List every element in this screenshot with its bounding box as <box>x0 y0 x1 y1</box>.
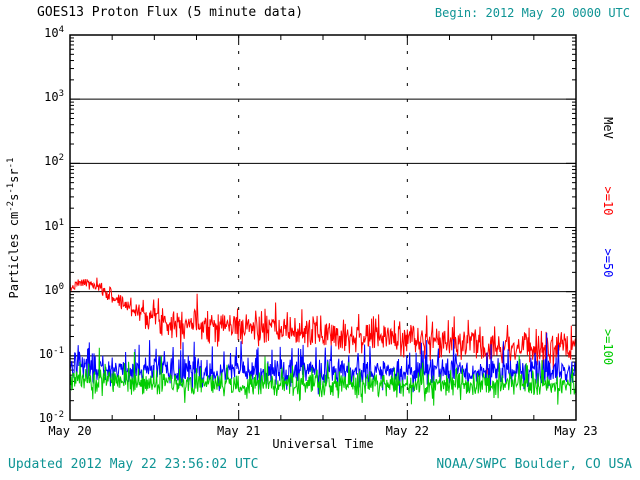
plot-border <box>69 34 577 421</box>
x-axis-title: Universal Time <box>272 437 374 451</box>
ylabel-exp: -1 <box>6 182 16 194</box>
source-credit: NOAA/SWPC Boulder, CO USA <box>436 457 632 472</box>
ylabel-exp: -1 <box>6 157 16 169</box>
updated-timestamp: Updated 2012 May 22 23:56:02 UTC <box>8 457 259 472</box>
chart-title: GOES13 Proton Flux (5 minute data) <box>37 5 304 20</box>
ylabel-text: sr <box>7 168 21 183</box>
ylabel-exp: -2 <box>6 200 16 212</box>
series-100-mev <box>69 347 577 406</box>
begin-timestamp: Begin: 2012 May 20 0000 UTC <box>434 6 630 20</box>
series-50-mev <box>69 332 577 395</box>
ylabel-text: Particles cm <box>7 211 21 299</box>
ylabel-text: s <box>7 193 21 201</box>
y-axis-label: Particles cm-2s-1sr-1 <box>6 157 21 299</box>
